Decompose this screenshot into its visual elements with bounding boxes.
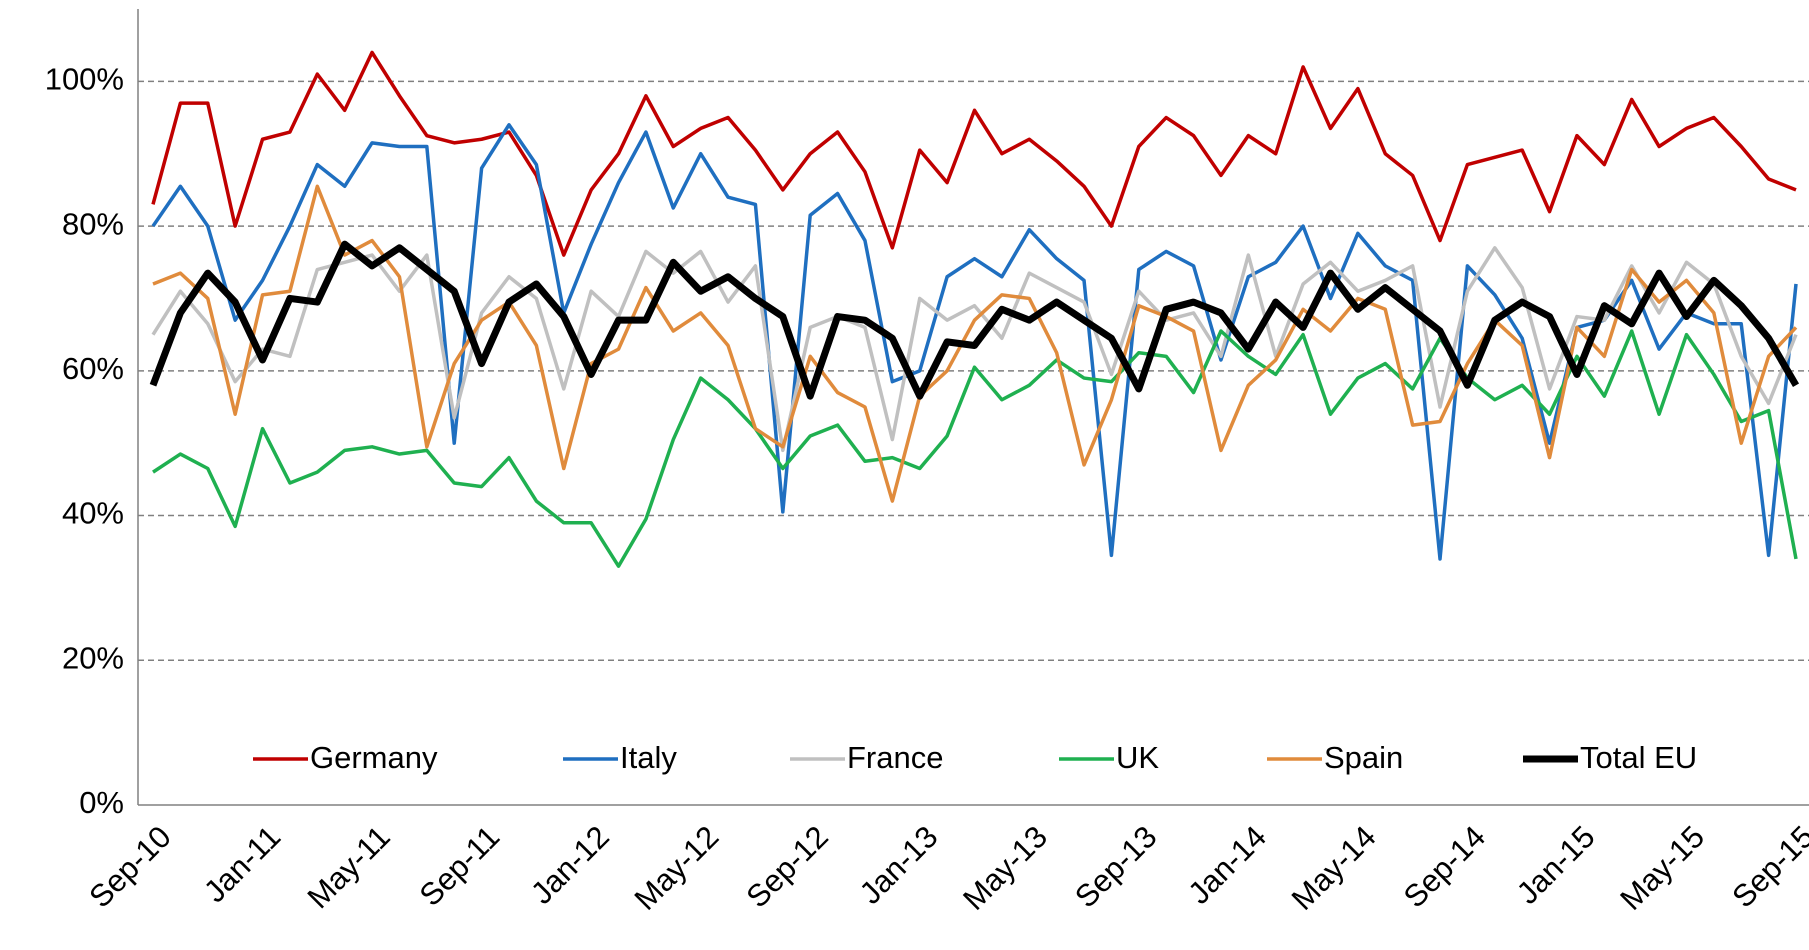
x-tick-label: Jan-13 xyxy=(853,819,945,911)
x-tick-label: Sep-15 xyxy=(1725,819,1809,914)
x-tick-label: May-11 xyxy=(301,819,397,915)
x-tick-label: May-15 xyxy=(1613,819,1711,917)
y-tick-label: 60% xyxy=(62,351,124,386)
x-tick-label: Jan-14 xyxy=(1181,819,1273,911)
series-line xyxy=(152,184,1798,503)
y-tick-label: 80% xyxy=(62,206,124,241)
series-line xyxy=(151,123,1798,561)
x-tick-label: Sep-13 xyxy=(1068,819,1163,914)
y-tick-label: 100% xyxy=(45,62,124,97)
x-tick-label: May-12 xyxy=(628,819,726,917)
x-tick-label: Jan-11 xyxy=(197,819,287,909)
x-tick-label: Jan-12 xyxy=(524,819,616,911)
x-tick-label: Sep-10 xyxy=(82,819,177,914)
legend-label: Italy xyxy=(620,740,677,775)
x-tick-label: Sep-14 xyxy=(1397,819,1492,914)
series-line xyxy=(151,246,1798,453)
x-tick-label: May-14 xyxy=(1285,819,1383,917)
series-line xyxy=(149,240,1800,400)
x-tick-label: Sep-12 xyxy=(740,819,835,914)
x-tick-label: Sep-11 xyxy=(413,819,507,913)
x-tick-label: Jan-15 xyxy=(1510,819,1602,911)
y-tick-label: 0% xyxy=(79,785,124,820)
series-line xyxy=(151,50,1797,257)
y-tick-label: 20% xyxy=(62,640,124,675)
y-tick-label: 40% xyxy=(62,496,124,531)
legend-label: Spain xyxy=(1324,740,1403,775)
legend-label: France xyxy=(847,740,943,775)
legend-label: UK xyxy=(1116,740,1159,775)
legend-label: Germany xyxy=(310,740,438,775)
legend-label: Total EU xyxy=(1580,740,1697,775)
series-line xyxy=(152,329,1798,568)
x-tick-label: May-13 xyxy=(956,819,1054,917)
